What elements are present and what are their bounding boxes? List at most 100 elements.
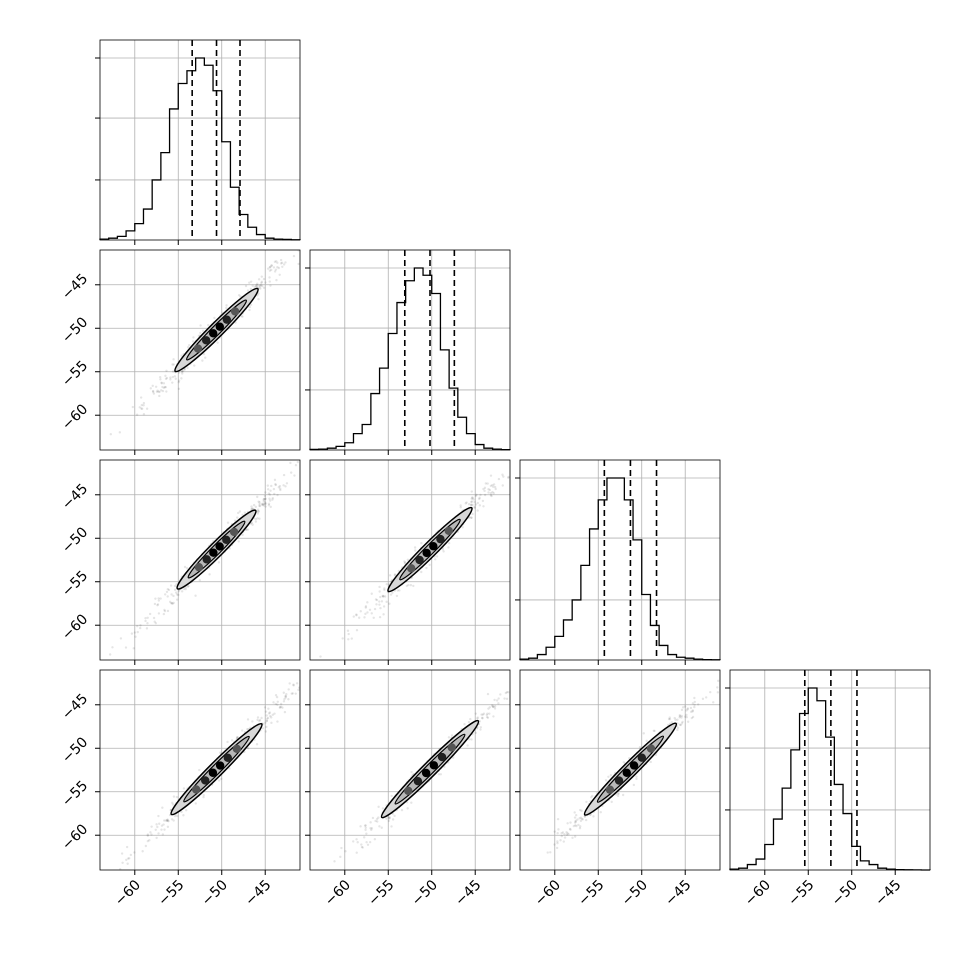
sample-point [471, 496, 474, 500]
sample-point [489, 494, 493, 497]
sample-point [226, 521, 230, 524]
sample-point [391, 591, 394, 594]
density-core [637, 753, 647, 762]
sample-point [194, 594, 197, 597]
sample-point [487, 707, 490, 710]
sample-point [119, 637, 123, 640]
scatter-panel [309, 459, 511, 661]
sample-point [645, 739, 648, 743]
sample-point [148, 612, 152, 616]
sample-point [257, 510, 260, 513]
sample-point [642, 732, 645, 735]
sample-point [475, 493, 478, 496]
sample-point [568, 827, 572, 831]
sample-point [468, 738, 471, 741]
sample-point [560, 831, 563, 835]
y-tick-label: −60 [59, 821, 91, 853]
sample-point [693, 696, 696, 700]
sample-point [157, 814, 160, 818]
sample-point [487, 491, 490, 494]
sample-point [472, 498, 475, 501]
sample-point [281, 265, 284, 268]
sample-point [493, 485, 497, 489]
sample-point [146, 834, 150, 837]
histogram-step [99, 57, 301, 241]
sample-point [476, 717, 479, 720]
sample-point [561, 831, 565, 834]
sample-point [173, 588, 177, 592]
sample-point [262, 504, 266, 507]
sample-point [355, 614, 358, 617]
sample-point [403, 562, 407, 565]
sample-point [175, 583, 178, 586]
sample-point [256, 718, 259, 722]
sample-point [339, 855, 342, 859]
sample-point [276, 703, 279, 706]
y-tick-label: −50 [59, 314, 91, 346]
sample-point [482, 505, 485, 508]
sample-point [410, 801, 413, 804]
sample-point [478, 504, 482, 507]
sample-point [368, 608, 372, 612]
density-core [421, 768, 431, 778]
sample-point [501, 484, 504, 487]
sample-point [374, 819, 377, 823]
sample-point [158, 390, 161, 394]
sample-point [171, 801, 174, 805]
sample-point [685, 709, 688, 712]
sample-point [241, 533, 244, 537]
sample-point [492, 705, 495, 708]
sample-point [474, 731, 477, 735]
sample-point [251, 720, 254, 723]
sample-point [491, 704, 494, 707]
sample-point [276, 700, 280, 703]
sample-point [275, 260, 278, 263]
sample-point [409, 583, 413, 587]
sample-point [388, 816, 391, 820]
sample-point [405, 584, 409, 588]
sample-point [267, 502, 271, 506]
density-core [422, 548, 431, 558]
sample-point [148, 839, 151, 842]
sample-point [681, 720, 684, 724]
sample-point [451, 756, 455, 759]
y-tick-label: −55 [59, 778, 91, 810]
sample-point [171, 375, 175, 379]
sample-point [246, 718, 250, 721]
sample-point [133, 851, 136, 854]
sample-point [617, 792, 620, 795]
sample-point [492, 715, 495, 718]
sample-point [276, 493, 279, 497]
sample-point [279, 487, 282, 490]
sample-point [621, 793, 625, 797]
sample-point [319, 655, 322, 658]
sample-point [164, 374, 167, 378]
sample-point [680, 722, 684, 725]
sample-point [466, 744, 469, 747]
sample-point [294, 464, 298, 467]
sample-point [88, 449, 90, 451]
sample-point [499, 693, 502, 696]
sample-point [177, 593, 180, 597]
sample-point [381, 807, 385, 810]
sample-point [295, 682, 299, 685]
sample-point [277, 486, 281, 489]
sample-point [473, 505, 476, 509]
sample-point [398, 589, 401, 592]
sample-point [140, 403, 144, 407]
sample-point [388, 602, 391, 605]
density-core [191, 785, 201, 794]
sample-point [364, 612, 367, 616]
sample-point [258, 517, 261, 520]
scatter-panel [99, 459, 301, 661]
sample-point [165, 390, 168, 393]
sample-point [166, 609, 170, 613]
sample-point [256, 495, 259, 499]
density-core [215, 542, 224, 551]
sample-point [610, 800, 613, 804]
density-core [230, 307, 240, 316]
sample-point [198, 579, 201, 582]
sample-point [249, 303, 253, 306]
sample-point [592, 815, 595, 818]
sample-point [246, 747, 250, 750]
